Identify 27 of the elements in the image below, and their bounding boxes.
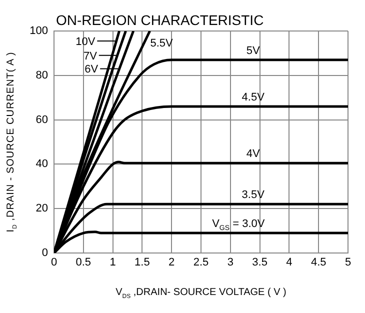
y-tick-label: 80: [36, 69, 48, 82]
chart-title: ON-REGION CHARACTERISTIC: [56, 12, 264, 28]
annotation: 3.5V: [242, 189, 266, 202]
annotation: 5.5V: [150, 38, 174, 50]
x-tick-label: 3: [227, 256, 234, 269]
y-tick-label: 40: [36, 158, 48, 170]
y-tick-label: 100: [30, 25, 48, 38]
annotation: 10V: [76, 36, 96, 48]
annotation: 5V: [246, 44, 260, 57]
x-tick-label: 1.5: [134, 256, 150, 269]
y-tick-label: 60: [36, 114, 48, 126]
x-tick-label: 4: [286, 256, 292, 269]
x-tick-label: 2: [168, 256, 175, 269]
x-tick-label: 0: [50, 256, 58, 269]
x-axis-title: V$_{DS}$ ,DRAIN- SOURCE VOLTAGE ( V ): [114, 287, 288, 300]
annotation: 6V: [84, 64, 99, 76]
x-tick-label: 3.5: [252, 256, 268, 269]
x-tick-label: 1: [110, 256, 116, 269]
x-tick-label: 0.5: [76, 256, 92, 269]
annotation: 4.5V: [242, 91, 266, 104]
annotation: 7V: [83, 50, 98, 62]
y-tick-label: 0: [42, 247, 48, 260]
x-tick-label: 2.5: [193, 256, 209, 269]
y-tick-label: 20: [36, 202, 48, 215]
annotation: 4V: [246, 148, 260, 160]
x-tick-label: 4.5: [310, 256, 326, 269]
x-tick-label: 5: [344, 256, 352, 269]
